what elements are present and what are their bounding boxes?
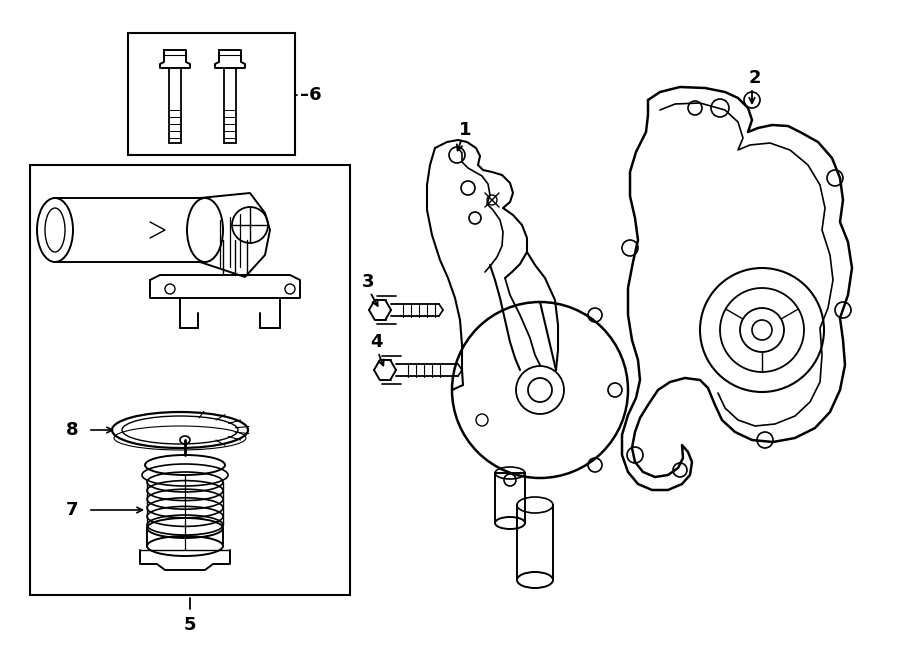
Text: 7: 7 (66, 501, 78, 519)
Bar (30, 165, 350, 595)
Text: 8: 8 (66, 421, 78, 439)
Text: 4: 4 (370, 333, 382, 351)
Text: –6: –6 (300, 86, 321, 104)
Ellipse shape (180, 436, 190, 444)
Text: 1: 1 (459, 121, 472, 139)
Text: 2: 2 (749, 69, 761, 87)
Text: 3: 3 (362, 273, 374, 291)
Text: 5: 5 (184, 616, 196, 634)
Bar (128, 33, 295, 155)
